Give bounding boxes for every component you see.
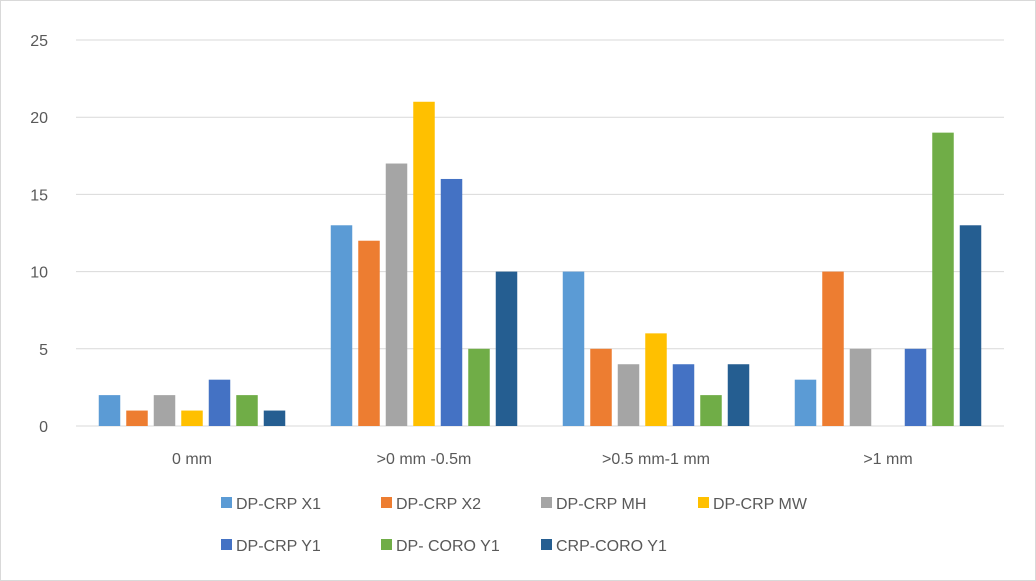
bar (495, 271, 518, 426)
legend-label: DP-CRP MH (556, 496, 646, 513)
bar (849, 348, 872, 426)
y-tick-label: 20 (30, 110, 48, 127)
legend-label: CRP-CORO Y1 (556, 538, 667, 555)
y-tick-label: 0 (39, 419, 48, 436)
bar (672, 364, 695, 426)
legend-label: DP-CRP MW (713, 496, 808, 513)
legend-entry: DP-CRP MH (541, 496, 646, 513)
bar (263, 410, 286, 426)
bar (98, 395, 121, 426)
legend-swatch (381, 539, 392, 550)
bar (181, 410, 203, 426)
legend-label: DP-CRP X2 (396, 496, 481, 513)
bars (98, 101, 982, 426)
legend-entry: DP-CRP MW (698, 496, 808, 513)
bar (794, 379, 817, 426)
bar (562, 271, 585, 426)
bar (330, 225, 353, 426)
legend-entry: DP-CRP X2 (381, 496, 481, 513)
legend-label: DP- CORO Y1 (396, 538, 500, 555)
bar (822, 271, 844, 426)
x-tick-label: >1 mm (863, 451, 912, 468)
y-tick-label: 25 (30, 33, 48, 50)
y-tick-label: 15 (30, 187, 48, 204)
bar (358, 240, 380, 426)
bar (126, 410, 148, 426)
y-axis-ticks: 0 5 10 15 20 25 (30, 33, 48, 436)
legend-entry: DP-CRP Y1 (221, 538, 321, 555)
legend-entry: DP- CORO Y1 (381, 538, 500, 555)
bar (440, 178, 463, 426)
x-axis-ticks: 0 mm >0 mm -0.5m >0.5 mm-1 mm >1 mm (172, 451, 913, 468)
legend-entry: CRP-CORO Y1 (541, 538, 667, 555)
y-tick-label: 10 (30, 265, 48, 282)
bar (385, 163, 408, 426)
legend-swatch (541, 497, 552, 508)
legend-swatch (381, 497, 392, 508)
legend-entry: DP-CRP X1 (221, 496, 321, 513)
legend-swatch (698, 497, 709, 508)
legend-label: DP-CRP X1 (236, 496, 321, 513)
bar (959, 225, 982, 426)
legend-swatch (541, 539, 552, 550)
bar (904, 348, 927, 426)
bar (590, 348, 612, 426)
bar (727, 364, 750, 426)
bar (700, 395, 722, 426)
y-tick-label: 5 (39, 342, 48, 359)
bar (617, 364, 640, 426)
gridlines (76, 39, 1004, 427)
bar (645, 333, 667, 426)
bar (932, 132, 954, 426)
x-tick-label: >0.5 mm-1 mm (602, 451, 710, 468)
legend-label: DP-CRP Y1 (236, 538, 321, 555)
x-tick-label: >0 mm -0.5m (377, 451, 472, 468)
legend-swatch (221, 497, 232, 508)
bar (208, 379, 231, 426)
bar (153, 395, 176, 426)
legend: DP-CRP X1 DP-CRP X2 DP-CRP MH DP-CRP MW DP-C… (221, 496, 808, 555)
legend-swatch (221, 539, 232, 550)
bar (468, 348, 490, 426)
bar (413, 101, 435, 426)
x-tick-label: 0 mm (172, 451, 212, 468)
bar (236, 395, 258, 426)
